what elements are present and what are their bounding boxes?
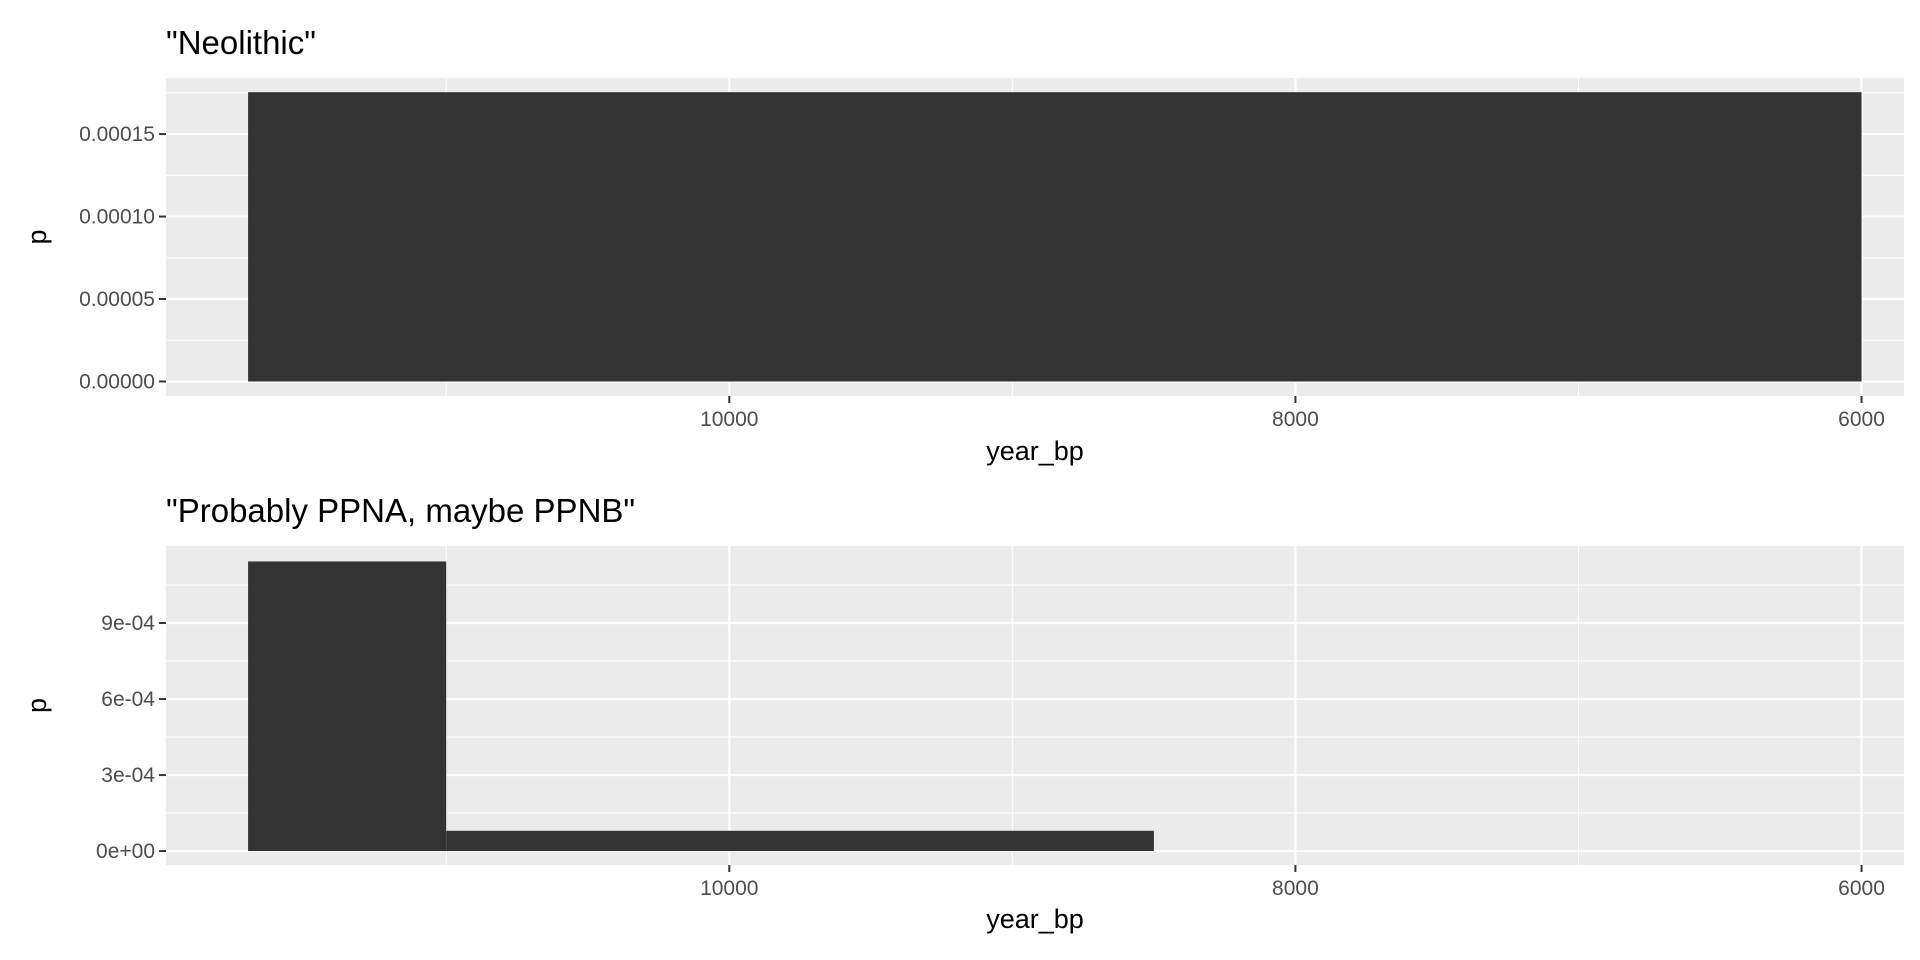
y-axis-title: p <box>22 229 52 244</box>
panel-background <box>166 546 1904 865</box>
x-tick-label: 8000 <box>1272 408 1319 431</box>
x-tick-label: 6000 <box>1838 877 1885 900</box>
y-tick-label: 0e+00 <box>96 840 155 863</box>
y-tick-label: 3e-04 <box>101 764 155 787</box>
bar <box>248 92 1862 382</box>
y-tick-label: 6e-04 <box>101 688 155 711</box>
x-tick-label: 10000 <box>700 408 758 431</box>
x-tick-label: 6000 <box>1838 408 1885 431</box>
bar <box>248 561 447 852</box>
bar <box>446 830 1154 852</box>
x-tick-label: 8000 <box>1272 877 1319 900</box>
y-tick-label: 0.00005 <box>79 288 155 311</box>
panel-title: "Probably PPNA, maybe PPNB" <box>166 492 635 529</box>
y-tick-label: 0.00010 <box>79 206 155 229</box>
y-tick-label: 0.00000 <box>79 370 155 393</box>
x-axis-title: year_bp <box>986 904 1084 934</box>
y-tick-label: 9e-04 <box>101 612 155 635</box>
x-tick-label: 10000 <box>700 877 758 900</box>
x-axis-title: year_bp <box>986 436 1084 466</box>
y-tick-label: 0.00015 <box>79 123 155 146</box>
panel-title: "Neolithic" <box>166 24 316 61</box>
y-axis-title: p <box>22 698 52 713</box>
panel-2: 0e+00 3e-04 6e-04 9e-04 10000 8000 6000 "Probab… <box>22 492 1904 934</box>
panel-1: 0.00000 0.00005 0.00010 0.00015 10000 8000 600… <box>22 24 1904 466</box>
